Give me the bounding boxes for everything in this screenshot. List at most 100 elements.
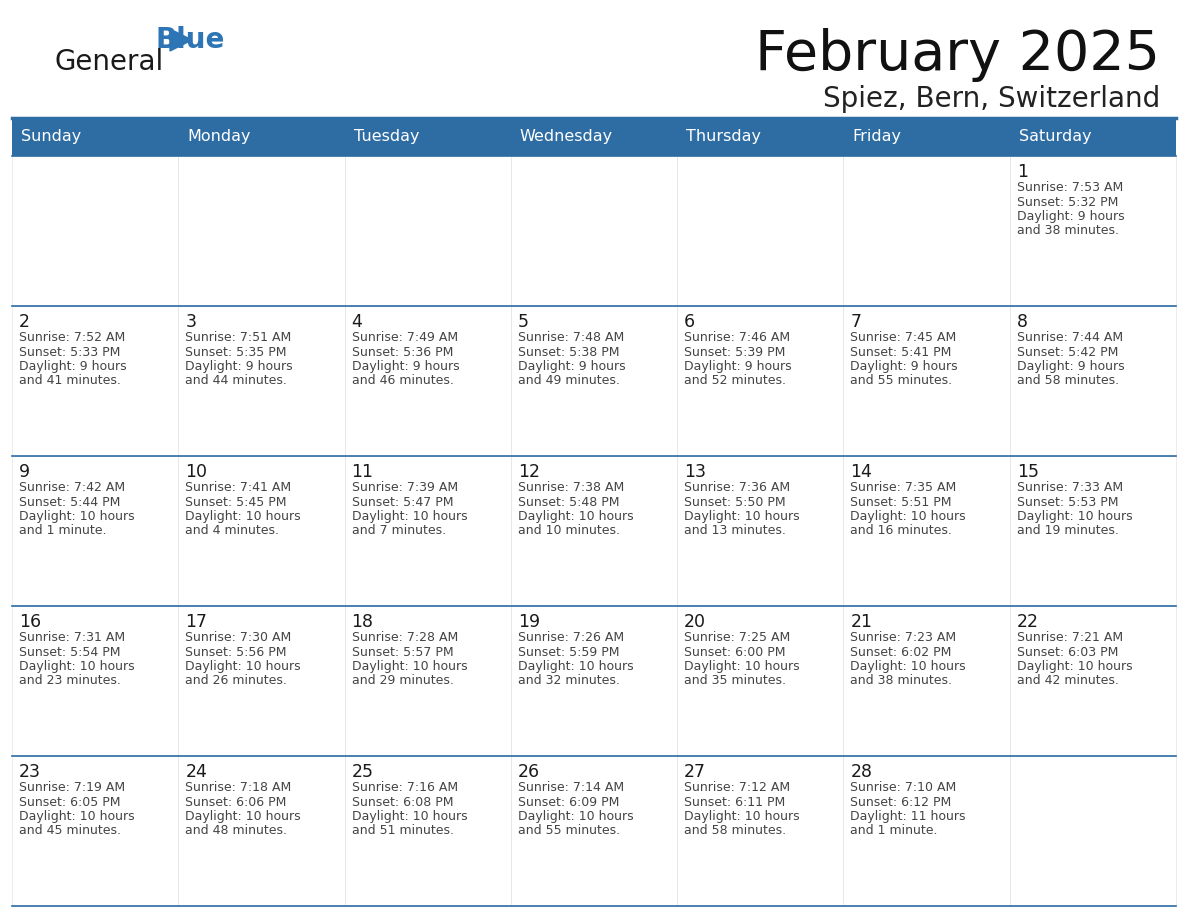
Text: Daylight: 10 hours: Daylight: 10 hours [19,810,134,823]
Bar [677,156,843,306]
Text: 9: 9 [19,463,30,481]
Bar [677,456,843,606]
Text: Sunrise: 7:10 AM: Sunrise: 7:10 AM [851,781,956,794]
Bar [511,456,677,606]
Bar [511,306,677,456]
Text: Daylight: 10 hours: Daylight: 10 hours [851,660,966,673]
Text: Sunset: 5:32 PM: Sunset: 5:32 PM [1017,196,1118,208]
Text: Sunset: 5:51 PM: Sunset: 5:51 PM [851,496,952,509]
Text: 18: 18 [352,613,373,631]
Text: Daylight: 10 hours: Daylight: 10 hours [185,810,301,823]
Text: Daylight: 10 hours: Daylight: 10 hours [352,660,467,673]
Bar [677,118,843,156]
Text: 26: 26 [518,763,541,781]
Text: Sunrise: 7:46 AM: Sunrise: 7:46 AM [684,331,790,344]
Text: February 2025: February 2025 [756,28,1159,82]
Text: 21: 21 [851,613,872,631]
Text: Sunset: 6:03 PM: Sunset: 6:03 PM [1017,645,1118,658]
Text: 22: 22 [1017,613,1038,631]
Text: and 41 minutes.: and 41 minutes. [19,375,121,387]
Bar [511,756,677,906]
Text: Sunrise: 7:25 AM: Sunrise: 7:25 AM [684,631,790,644]
Text: Sunset: 6:09 PM: Sunset: 6:09 PM [518,796,619,809]
Text: and 45 minutes.: and 45 minutes. [19,824,121,837]
Text: and 19 minutes.: and 19 minutes. [1017,524,1119,538]
Text: Sunset: 5:45 PM: Sunset: 5:45 PM [185,496,286,509]
Text: Sunset: 5:57 PM: Sunset: 5:57 PM [352,645,453,658]
Text: and 4 minutes.: and 4 minutes. [185,524,279,538]
Bar [677,756,843,906]
Text: Daylight: 9 hours: Daylight: 9 hours [1017,210,1124,223]
Text: Sunrise: 7:16 AM: Sunrise: 7:16 AM [352,781,457,794]
Text: Sunrise: 7:19 AM: Sunrise: 7:19 AM [19,781,125,794]
Text: 5: 5 [518,313,529,331]
Text: Sunrise: 7:33 AM: Sunrise: 7:33 AM [1017,481,1123,494]
Text: and 49 minutes.: and 49 minutes. [518,375,620,387]
Bar [178,756,345,906]
Text: Sunrise: 7:53 AM: Sunrise: 7:53 AM [1017,181,1123,194]
Bar [12,756,178,906]
Text: and 58 minutes.: and 58 minutes. [1017,375,1119,387]
Text: and 58 minutes.: and 58 minutes. [684,824,786,837]
Text: Sunrise: 7:38 AM: Sunrise: 7:38 AM [518,481,624,494]
Text: 19: 19 [518,613,541,631]
Text: Daylight: 10 hours: Daylight: 10 hours [684,810,800,823]
Bar [511,156,677,306]
Text: Sunset: 5:44 PM: Sunset: 5:44 PM [19,496,120,509]
Bar [345,306,511,456]
Text: 23: 23 [19,763,42,781]
Bar [843,306,1010,456]
Text: Daylight: 10 hours: Daylight: 10 hours [684,660,800,673]
Text: Sunset: 5:38 PM: Sunset: 5:38 PM [518,345,619,359]
Text: Monday: Monday [188,129,251,144]
Text: 15: 15 [1017,463,1038,481]
Text: 7: 7 [851,313,861,331]
Text: Thursday: Thursday [687,129,762,144]
Text: Sunset: 5:53 PM: Sunset: 5:53 PM [1017,496,1118,509]
Text: and 16 minutes.: and 16 minutes. [851,524,953,538]
Bar [677,606,843,756]
Text: Friday: Friday [853,129,902,144]
Text: 3: 3 [185,313,196,331]
Bar [12,306,178,456]
Text: 14: 14 [851,463,872,481]
Text: Sunset: 5:39 PM: Sunset: 5:39 PM [684,345,785,359]
Bar [1010,156,1176,306]
Text: Sunrise: 7:52 AM: Sunrise: 7:52 AM [19,331,125,344]
Text: and 46 minutes.: and 46 minutes. [352,375,454,387]
Bar [345,756,511,906]
Text: 20: 20 [684,613,706,631]
Text: Sunset: 6:11 PM: Sunset: 6:11 PM [684,796,785,809]
Text: Sunrise: 7:21 AM: Sunrise: 7:21 AM [1017,631,1123,644]
Text: Sunset: 6:02 PM: Sunset: 6:02 PM [851,645,952,658]
Text: Sunrise: 7:39 AM: Sunrise: 7:39 AM [352,481,457,494]
Text: Daylight: 9 hours: Daylight: 9 hours [185,360,293,373]
Bar [178,156,345,306]
Text: Sunset: 6:08 PM: Sunset: 6:08 PM [352,796,453,809]
Text: Daylight: 9 hours: Daylight: 9 hours [851,360,958,373]
Bar [843,156,1010,306]
Text: Sunrise: 7:14 AM: Sunrise: 7:14 AM [518,781,624,794]
Text: Daylight: 9 hours: Daylight: 9 hours [518,360,626,373]
Text: Wednesday: Wednesday [520,129,613,144]
Text: Sunset: 5:48 PM: Sunset: 5:48 PM [518,496,619,509]
Text: and 7 minutes.: and 7 minutes. [352,524,446,538]
Text: and 52 minutes.: and 52 minutes. [684,375,786,387]
Text: and 32 minutes.: and 32 minutes. [518,675,620,688]
Text: 4: 4 [352,313,362,331]
Text: Daylight: 9 hours: Daylight: 9 hours [1017,360,1124,373]
Text: Daylight: 10 hours: Daylight: 10 hours [518,510,633,523]
Bar [178,306,345,456]
Text: and 44 minutes.: and 44 minutes. [185,375,287,387]
Text: Sunrise: 7:48 AM: Sunrise: 7:48 AM [518,331,624,344]
Bar [345,118,511,156]
Text: Sunrise: 7:44 AM: Sunrise: 7:44 AM [1017,331,1123,344]
Text: and 48 minutes.: and 48 minutes. [185,824,287,837]
Bar [345,606,511,756]
Bar [1010,306,1176,456]
Text: Sunrise: 7:42 AM: Sunrise: 7:42 AM [19,481,125,494]
Text: Daylight: 10 hours: Daylight: 10 hours [352,510,467,523]
Text: Daylight: 11 hours: Daylight: 11 hours [851,810,966,823]
Text: Sunrise: 7:35 AM: Sunrise: 7:35 AM [851,481,956,494]
Text: Blue: Blue [154,26,225,54]
